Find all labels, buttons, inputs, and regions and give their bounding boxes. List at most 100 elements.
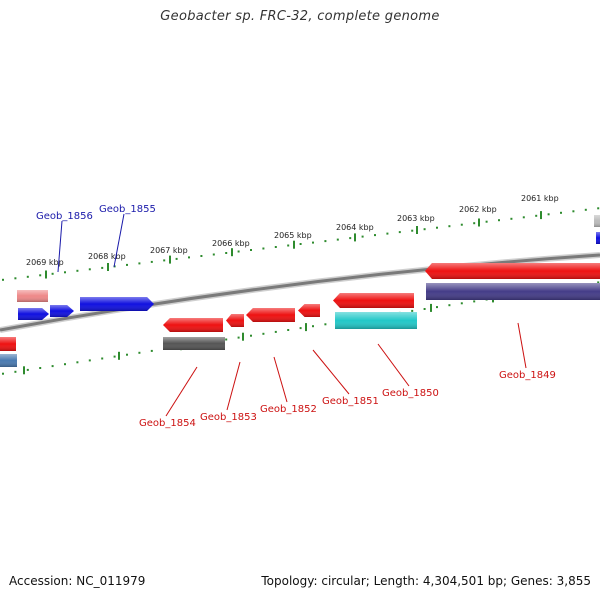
tick-major — [242, 332, 244, 341]
gene-arrow-shade — [426, 283, 600, 300]
tick-minor — [411, 229, 414, 232]
tick-minor — [597, 207, 600, 210]
gene-label[interactable]: Geob_1856 — [36, 211, 93, 222]
gene-arrow-shade — [163, 337, 225, 350]
gene-arrow-shade — [0, 354, 17, 367]
tick-major — [430, 303, 432, 312]
tick-major — [118, 351, 120, 360]
tick-minor — [473, 300, 476, 303]
gene-arrow-shade — [298, 304, 320, 317]
tick-minor — [126, 353, 128, 356]
gene-label[interactable]: Geob_1855 — [99, 204, 156, 215]
gene-arrow-shade — [226, 314, 244, 327]
gene-label[interactable]: Geob_1851 — [322, 396, 379, 407]
tick-minor — [250, 334, 252, 337]
tick-minor — [39, 367, 42, 369]
tick-minor — [448, 304, 451, 307]
tick-minor — [287, 329, 290, 331]
tick-minor — [584, 208, 587, 211]
gene-arrow-shade — [246, 308, 295, 322]
tick-major — [231, 248, 233, 257]
tick-minor — [101, 266, 104, 269]
gene-arrow-shade — [80, 297, 154, 311]
tick-minor — [485, 220, 488, 223]
tick-minor — [225, 252, 228, 254]
tick-minor — [411, 309, 414, 312]
gene-label[interactable]: Geob_1850 — [382, 388, 439, 399]
gene-labels: Geob_1856Geob_1855Geob_1854Geob_1853Geob… — [36, 204, 556, 429]
tick-minor — [336, 238, 339, 241]
genome-summary-text: Topology: circular; Length: 4,304,501 bp… — [261, 574, 591, 588]
tick-minor — [26, 275, 29, 278]
leader-line — [165, 366, 198, 417]
gene-arrow-shade — [333, 293, 414, 308]
tick-minor — [386, 232, 389, 235]
gene-label[interactable]: Geob_1854 — [139, 418, 196, 429]
tick-minor — [88, 359, 91, 362]
tick-minor — [212, 253, 215, 256]
tick-minor — [14, 277, 17, 280]
tick-minor — [312, 241, 314, 244]
tick-minor — [188, 256, 190, 259]
tick-minor — [138, 351, 141, 354]
tick-minor — [200, 255, 203, 257]
tick-minor — [225, 338, 228, 341]
tick-minor — [299, 243, 302, 245]
tick-minor — [349, 237, 352, 240]
tick-label: 2062 kbp — [459, 205, 497, 214]
tick-minor — [101, 357, 104, 360]
tick-minor — [324, 240, 327, 243]
tick-minor — [312, 325, 314, 328]
leader-line — [377, 343, 410, 387]
gene-label[interactable]: Geob_1852 — [260, 404, 317, 415]
leader-line — [226, 361, 241, 411]
tick-label: 2064 kbp — [336, 223, 374, 232]
tick-minor — [522, 216, 525, 219]
tick-major — [478, 218, 480, 227]
tick-minor — [39, 274, 42, 277]
gene-label[interactable]: Geob_1853 — [200, 412, 257, 423]
gene-arrow-shade — [0, 337, 16, 351]
tick-minor — [398, 231, 401, 234]
tick-major — [45, 270, 47, 279]
leader-line — [273, 356, 288, 403]
tick-major — [416, 226, 418, 234]
tick-labels: 2061 kbp 2062 kbp 2063 kbp 2064 kbp 2065 kbp… — [26, 194, 559, 267]
tick-minor — [126, 263, 128, 266]
tick-minor — [250, 249, 252, 251]
leader-line — [57, 220, 63, 273]
tick-minor — [460, 223, 463, 226]
tick-label: 2067 kbp — [150, 246, 188, 255]
gene-arrow-shade — [335, 312, 417, 329]
tick-minor — [64, 271, 66, 274]
tick-minor — [572, 210, 575, 213]
tick-major — [305, 323, 307, 332]
leader-line — [517, 322, 527, 369]
gene-arrow-shade — [425, 263, 600, 279]
tick-minor — [76, 269, 79, 272]
tick-minor — [26, 368, 29, 371]
leader-line — [113, 213, 125, 268]
tick-minor — [262, 247, 265, 250]
tick-label: 2061 kbp — [521, 194, 559, 203]
tick-minor — [423, 308, 426, 310]
tick-major — [169, 255, 171, 264]
tick-minor — [510, 217, 513, 220]
tick-minor — [535, 214, 538, 217]
gene-label[interactable]: Geob_1849 — [499, 370, 556, 381]
tick-minor — [274, 246, 277, 248]
tick-minor — [299, 327, 302, 330]
tick-minor — [262, 332, 265, 335]
tick-minor — [436, 226, 438, 229]
tick-label: 2069 kbp — [26, 258, 64, 267]
tick-minor — [460, 302, 463, 305]
tick-minor — [374, 234, 376, 237]
tick-minor — [113, 355, 116, 358]
tick-label: 2063 kbp — [397, 214, 435, 223]
map-title: Geobacter sp. FRC-32, complete genome — [160, 9, 440, 24]
tick-minor — [2, 372, 4, 375]
tick-minor — [560, 211, 562, 214]
tick-minor — [138, 262, 141, 265]
gene-arrow-shade — [596, 232, 600, 244]
